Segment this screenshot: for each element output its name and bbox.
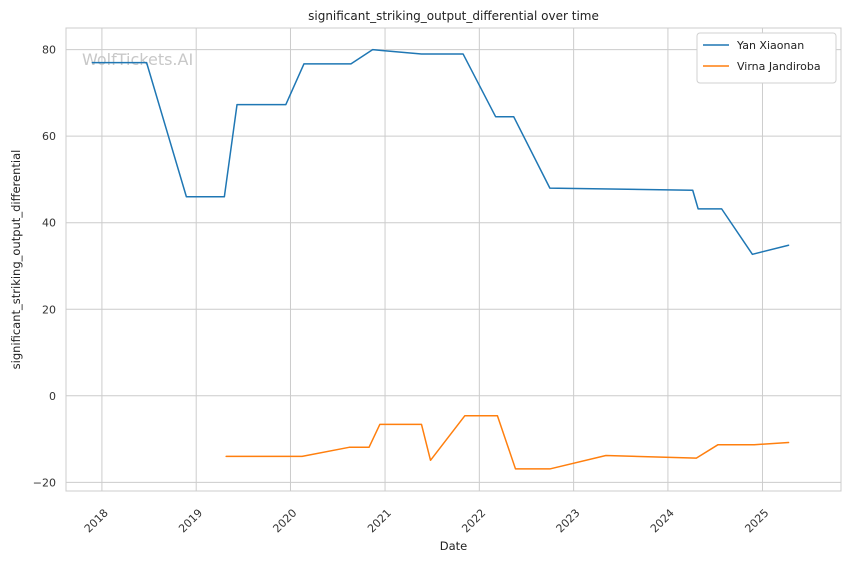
y-tick-label: 0 <box>49 390 56 403</box>
y-tick-label: 60 <box>42 130 56 143</box>
legend-box <box>696 32 837 84</box>
y-tick-label: 40 <box>42 217 56 230</box>
grid <box>66 28 841 491</box>
series-lines <box>91 48 790 470</box>
y-tick-label: −20 <box>33 476 56 489</box>
y-tick-label: 80 <box>42 44 56 57</box>
watermark: WolfTickets.AI <box>82 50 193 69</box>
legend: Yan Xiaonan Virna Jandiroba <box>696 32 837 84</box>
chart-title: significant_striking_output_differential… <box>308 9 599 23</box>
y-tick-labels: −20 0 20 40 60 80 <box>33 44 56 490</box>
series-line-virna-jandiroba <box>225 414 790 470</box>
plot-frame <box>65 27 842 492</box>
legend-label-virna-jandiroba: Virna Jandiroba <box>737 60 821 73</box>
legend-label-yan-xiaonan: Yan Xiaonan <box>736 39 804 52</box>
series-line-yan-xiaonan <box>91 48 790 256</box>
y-tick-label: 20 <box>42 303 56 316</box>
x-axis-label: Date <box>440 539 468 553</box>
y-axis-label: significant_striking_output_differential <box>9 150 23 370</box>
